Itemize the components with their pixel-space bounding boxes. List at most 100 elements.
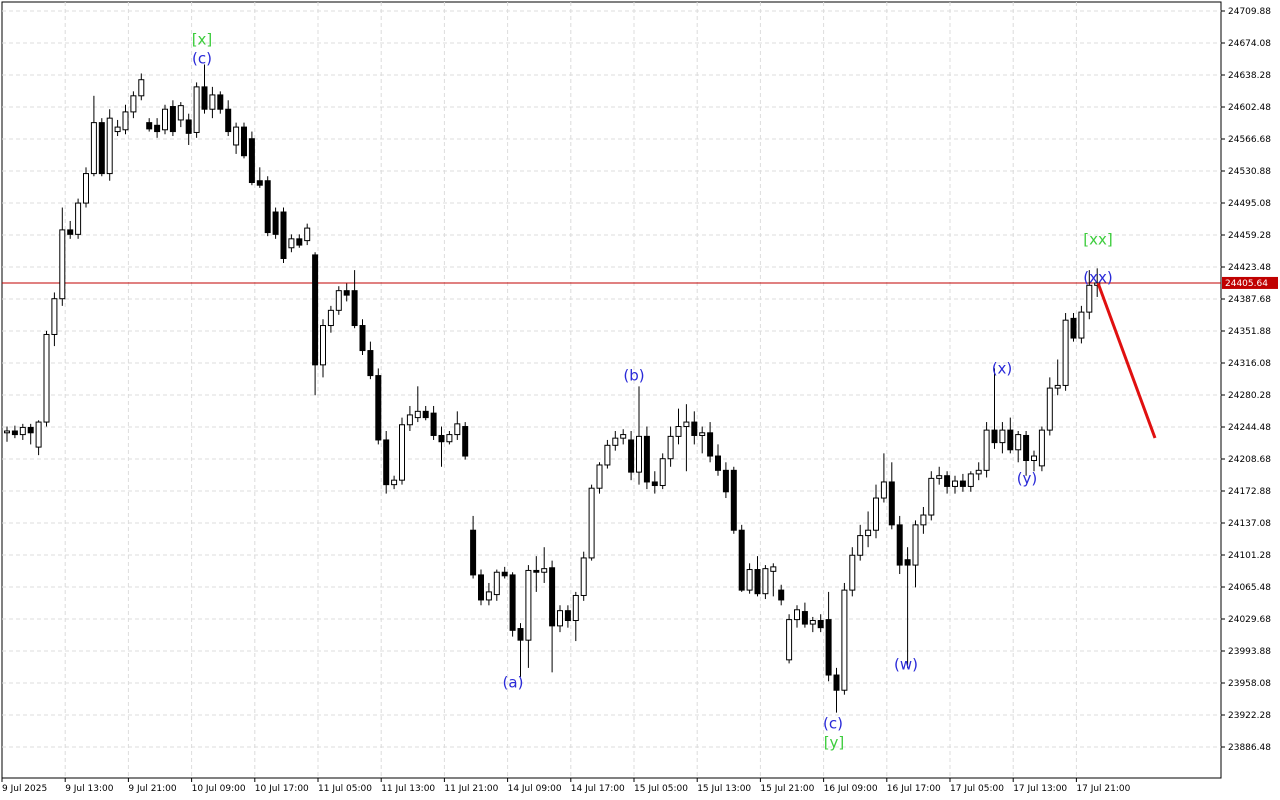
candle-body bbox=[746, 569, 753, 591]
candle-body bbox=[98, 122, 105, 175]
candle-body bbox=[541, 568, 548, 573]
y-tick-label: 24316.08 bbox=[1228, 359, 1271, 369]
x-tick-label: 16 Jul 09:00 bbox=[824, 784, 878, 794]
x-tick-label: 16 Jul 17:00 bbox=[887, 784, 941, 794]
y-tick-label: 24244.48 bbox=[1228, 423, 1271, 433]
candle-body bbox=[533, 569, 540, 573]
candle-body bbox=[19, 426, 26, 436]
candle-body bbox=[169, 106, 176, 133]
candle-body bbox=[470, 529, 477, 576]
candle-body bbox=[873, 497, 879, 531]
wave-label: (x) bbox=[992, 360, 1013, 378]
candle-body bbox=[114, 126, 121, 133]
x-tick-label: 17 Jul 13:00 bbox=[1013, 784, 1067, 794]
candle-body bbox=[59, 229, 66, 300]
y-tick-label: 24495.08 bbox=[1228, 199, 1271, 209]
candle-body bbox=[975, 469, 982, 475]
candle-body bbox=[35, 421, 42, 448]
candle-body bbox=[959, 480, 966, 487]
candle-body bbox=[406, 414, 413, 426]
candle-body bbox=[1015, 434, 1022, 451]
candle-body bbox=[51, 298, 58, 335]
x-tick-label: 14 Jul 09:00 bbox=[508, 784, 562, 794]
candle-body bbox=[967, 473, 974, 487]
y-tick-label: 23958.08 bbox=[1228, 679, 1271, 689]
x-tick-label: 15 Jul 05:00 bbox=[634, 784, 688, 794]
candle-body bbox=[912, 524, 919, 566]
candle-body bbox=[809, 620, 816, 625]
y-tick-label: 24029.68 bbox=[1228, 615, 1271, 625]
x-tick-label: 10 Jul 09:00 bbox=[192, 784, 246, 794]
candle-body bbox=[770, 566, 777, 572]
candle-body bbox=[438, 434, 445, 443]
wave-label: (c) bbox=[823, 715, 843, 733]
y-tick-label: 24638.28 bbox=[1228, 71, 1271, 81]
candle-body bbox=[707, 432, 714, 457]
y-tick-label: 24566.68 bbox=[1228, 135, 1271, 145]
candle-body bbox=[651, 481, 658, 487]
candle-body bbox=[280, 211, 287, 259]
candle-body bbox=[801, 611, 808, 625]
candle-body bbox=[383, 439, 390, 486]
candle-body bbox=[557, 610, 563, 627]
candle-body bbox=[1078, 311, 1085, 339]
candle-body bbox=[162, 108, 168, 131]
candle-body bbox=[991, 429, 998, 444]
plot-frame bbox=[1, 1, 1222, 779]
candle-body bbox=[636, 435, 642, 473]
candle-body bbox=[588, 487, 595, 559]
candle-body bbox=[454, 423, 461, 436]
candle-body bbox=[241, 126, 247, 157]
candle-body bbox=[628, 439, 635, 473]
candle-body bbox=[367, 350, 374, 377]
candle-body bbox=[414, 410, 421, 419]
candle-body bbox=[75, 202, 82, 235]
candle-body bbox=[691, 421, 698, 436]
candle-body bbox=[715, 455, 721, 471]
candle-body bbox=[485, 591, 492, 601]
candle-body bbox=[580, 557, 587, 596]
y-tick-label: 23922.28 bbox=[1228, 711, 1271, 721]
candle-body bbox=[604, 444, 611, 466]
candle-body bbox=[857, 535, 864, 556]
x-tick-label: 11 Jul 05:00 bbox=[318, 784, 372, 794]
candle-body bbox=[90, 122, 97, 175]
candle-body bbox=[833, 674, 840, 691]
candle-body bbox=[620, 434, 627, 439]
wave-label: (c) bbox=[192, 50, 212, 68]
candle-body bbox=[936, 475, 943, 479]
candle-body bbox=[920, 514, 927, 526]
wave-label: [y] bbox=[824, 734, 845, 752]
candle-body bbox=[904, 559, 911, 566]
y-tick-label: 24387.68 bbox=[1228, 295, 1271, 305]
candle-body bbox=[106, 117, 113, 175]
y-tick-label: 24351.88 bbox=[1228, 327, 1271, 337]
candle-body bbox=[722, 469, 729, 493]
candle-body bbox=[272, 211, 279, 235]
candle-body bbox=[209, 94, 216, 110]
candle-body bbox=[256, 180, 263, 186]
x-tick-label: 14 Jul 17:00 bbox=[571, 784, 625, 794]
candle-body bbox=[1054, 384, 1061, 389]
candle-body bbox=[778, 589, 785, 601]
candle-body bbox=[233, 126, 240, 146]
candle-body bbox=[549, 567, 556, 627]
candle-body bbox=[817, 620, 824, 629]
y-tick-label: 24674.08 bbox=[1228, 39, 1271, 49]
x-tick-label: 10 Jul 17:00 bbox=[255, 784, 309, 794]
candle-body bbox=[217, 94, 224, 110]
candle-body bbox=[999, 429, 1006, 444]
candle-body bbox=[422, 410, 429, 419]
candle-body bbox=[730, 469, 737, 531]
y-tick-label: 24709.88 bbox=[1228, 7, 1271, 17]
x-tick-label: 15 Jul 13:00 bbox=[697, 784, 751, 794]
candle-body bbox=[509, 574, 516, 631]
candle-body bbox=[83, 173, 89, 204]
candle-body bbox=[11, 430, 18, 436]
candle-body bbox=[462, 426, 469, 457]
candle-body bbox=[312, 254, 319, 366]
candle-body bbox=[564, 610, 571, 622]
candle-body bbox=[296, 238, 303, 246]
candle-body bbox=[699, 432, 706, 436]
